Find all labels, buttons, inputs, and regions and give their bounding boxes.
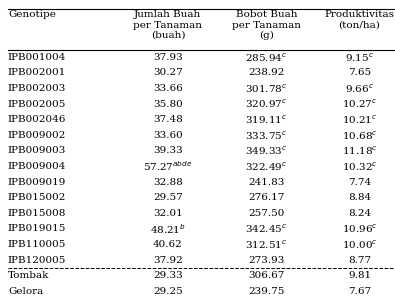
Text: 322.49$^{c}$: 322.49$^{c}$ xyxy=(245,160,288,173)
Text: 40.62: 40.62 xyxy=(153,240,183,249)
Text: 32.01: 32.01 xyxy=(153,209,183,218)
Text: Gelora: Gelora xyxy=(8,287,43,296)
Text: 33.60: 33.60 xyxy=(153,131,183,140)
Text: 57.27$^{abde}$: 57.27$^{abde}$ xyxy=(143,160,192,173)
Text: 37.92: 37.92 xyxy=(153,256,183,265)
Text: IPB110005: IPB110005 xyxy=(8,240,66,249)
Text: IPB002005: IPB002005 xyxy=(8,100,66,109)
Text: IPB009004: IPB009004 xyxy=(8,162,66,171)
Text: IPB009003: IPB009003 xyxy=(8,146,66,155)
Text: 33.66: 33.66 xyxy=(153,84,183,93)
Text: 29.33: 29.33 xyxy=(153,271,183,280)
Text: IPB009019: IPB009019 xyxy=(8,178,66,187)
Text: 10.32$^{c}$: 10.32$^{c}$ xyxy=(342,160,377,173)
Text: IPB015002: IPB015002 xyxy=(8,193,66,202)
Text: 32.88: 32.88 xyxy=(153,178,183,187)
Text: 319.11$^{c}$: 319.11$^{c}$ xyxy=(245,113,288,126)
Text: 48.21$^{b}$: 48.21$^{b}$ xyxy=(150,222,186,236)
Text: 7.65: 7.65 xyxy=(348,68,371,77)
Text: IPB001004: IPB001004 xyxy=(8,53,66,62)
Text: 37.93: 37.93 xyxy=(153,53,183,62)
Text: IPB002003: IPB002003 xyxy=(8,84,66,93)
Text: Produktivitas
(ton/ha): Produktivitas (ton/ha) xyxy=(324,10,395,30)
Text: 306.67: 306.67 xyxy=(248,271,285,280)
Text: 285.94$^{c}$: 285.94$^{c}$ xyxy=(245,51,288,64)
Text: IPB019015: IPB019015 xyxy=(8,224,66,233)
Text: 342.45$^{c}$: 342.45$^{c}$ xyxy=(245,223,288,235)
Text: 11.18$^{c}$: 11.18$^{c}$ xyxy=(342,145,377,157)
Text: 349.33$^{c}$: 349.33$^{c}$ xyxy=(245,145,288,157)
Text: 9.81: 9.81 xyxy=(348,271,371,280)
Text: 29.57: 29.57 xyxy=(153,193,183,202)
Text: 333.75$^{c}$: 333.75$^{c}$ xyxy=(245,129,288,142)
Text: 8.84: 8.84 xyxy=(348,193,371,202)
Text: 9.15$^{c}$: 9.15$^{c}$ xyxy=(345,51,374,64)
Text: 312.51$^{c}$: 312.51$^{c}$ xyxy=(245,238,288,251)
Text: Jumlah Buah
per Tanaman
(buah): Jumlah Buah per Tanaman (buah) xyxy=(134,10,202,40)
Text: 10.21$^{c}$: 10.21$^{c}$ xyxy=(342,113,377,126)
Text: 8.77: 8.77 xyxy=(348,256,371,265)
Text: 39.33: 39.33 xyxy=(153,146,183,155)
Text: 273.93: 273.93 xyxy=(248,256,285,265)
Text: 276.17: 276.17 xyxy=(248,193,285,202)
Text: 8.24: 8.24 xyxy=(348,209,371,218)
Text: 239.75: 239.75 xyxy=(248,287,285,296)
Text: 9.66$^{c}$: 9.66$^{c}$ xyxy=(345,82,374,95)
Text: 320.97$^{c}$: 320.97$^{c}$ xyxy=(245,98,288,110)
Text: 257.50: 257.50 xyxy=(248,209,285,218)
Text: IPB002046: IPB002046 xyxy=(8,115,66,124)
Text: 241.83: 241.83 xyxy=(248,178,285,187)
Text: 37.48: 37.48 xyxy=(153,115,183,124)
Text: Genotipe: Genotipe xyxy=(8,10,56,19)
Text: 30.27: 30.27 xyxy=(153,68,183,77)
Text: Bobot Buah
per Tanaman
(g): Bobot Buah per Tanaman (g) xyxy=(232,10,301,40)
Text: 10.00$^{c}$: 10.00$^{c}$ xyxy=(342,238,377,251)
Text: 35.80: 35.80 xyxy=(153,100,183,109)
Text: 10.96$^{c}$: 10.96$^{c}$ xyxy=(342,223,377,235)
Text: 10.27$^{c}$: 10.27$^{c}$ xyxy=(342,98,377,110)
Text: IPB120005: IPB120005 xyxy=(8,256,66,265)
Text: IPB002001: IPB002001 xyxy=(8,68,66,77)
Text: 238.92: 238.92 xyxy=(248,68,285,77)
Text: 301.78$^{c}$: 301.78$^{c}$ xyxy=(245,82,288,95)
Text: IPB009002: IPB009002 xyxy=(8,131,66,140)
Text: 29.25: 29.25 xyxy=(153,287,183,296)
Text: 7.67: 7.67 xyxy=(348,287,371,296)
Text: 7.74: 7.74 xyxy=(348,178,371,187)
Text: IPB015008: IPB015008 xyxy=(8,209,66,218)
Text: 10.68$^{c}$: 10.68$^{c}$ xyxy=(342,129,377,142)
Text: Tombak: Tombak xyxy=(8,271,49,280)
